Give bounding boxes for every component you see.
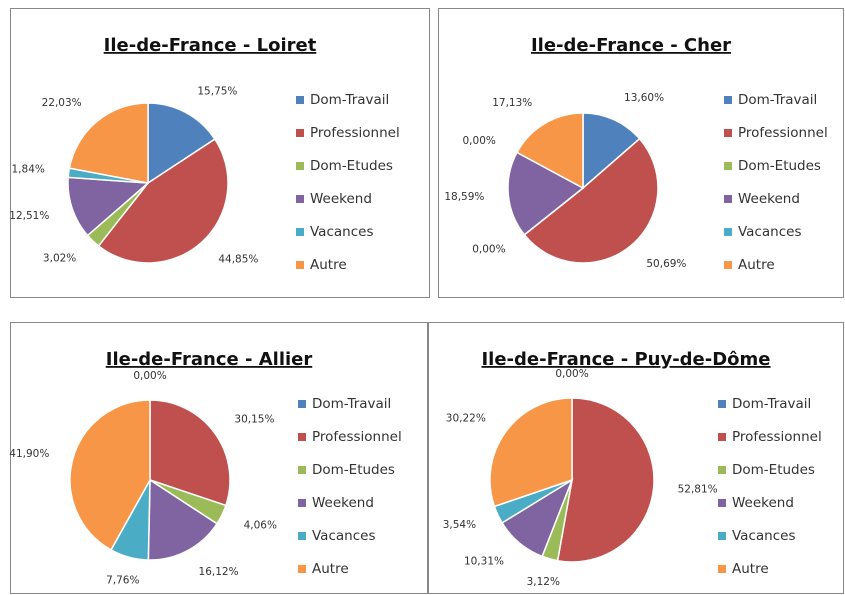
legend-swatch	[298, 400, 306, 408]
data-label: 16,12%	[199, 566, 239, 578]
legend-label: Dom-Travail	[310, 92, 389, 108]
data-label: 44,85%	[218, 254, 258, 266]
legend-label: Professionnel	[732, 429, 822, 445]
data-label: 3,54%	[443, 519, 476, 531]
data-label: 22,03%	[42, 97, 82, 109]
pie-slice	[489, 397, 573, 508]
pie-slice	[507, 151, 585, 236]
chart-title: Ile-de-France - Loiret	[104, 35, 317, 56]
legend-swatch	[298, 532, 306, 540]
data-label: 17,13%	[492, 97, 532, 109]
legend-swatch	[724, 261, 732, 269]
pie-slice	[147, 102, 216, 185]
data-label: 0,00%	[133, 370, 166, 382]
data-label: 0,00%	[472, 244, 505, 256]
data-label: 12,51%	[9, 210, 49, 222]
legend-swatch	[298, 565, 306, 573]
legend-label: Dom-Travail	[732, 396, 811, 412]
pie-slice	[67, 176, 150, 237]
data-label: 15,75%	[197, 85, 237, 97]
legend-swatch	[296, 228, 304, 236]
legend-swatch	[296, 129, 304, 137]
legend-label: Professionnel	[310, 125, 400, 141]
legend-swatch	[298, 499, 306, 507]
data-label: 7,76%	[106, 574, 139, 586]
legend-swatch	[724, 228, 732, 236]
legend-label: Dom-Travail	[312, 396, 391, 412]
legend-label: Vacances	[738, 224, 801, 240]
legend-swatch	[718, 433, 726, 441]
legend-label: Dom-Etudes	[312, 462, 395, 478]
legend-label: Autre	[732, 561, 769, 577]
data-label: 13,60%	[624, 92, 664, 104]
legend-label: Dom-Etudes	[738, 158, 821, 174]
legend-swatch	[718, 532, 726, 540]
data-label: 4,06%	[244, 519, 277, 531]
legend-swatch	[298, 466, 306, 474]
legend-label: Autre	[310, 257, 347, 273]
legend-label: Weekend	[732, 495, 794, 511]
legend-swatch	[296, 195, 304, 203]
legend-label: Vacances	[312, 528, 375, 544]
data-label: 52,81%	[678, 483, 718, 495]
pie-slice	[556, 397, 655, 563]
legend-swatch	[298, 433, 306, 441]
legend-label: Dom-Travail	[738, 92, 817, 108]
pie-slice	[69, 399, 151, 551]
legend-swatch	[296, 261, 304, 269]
data-label: 0,00%	[555, 368, 588, 380]
data-label: 18,59%	[444, 191, 484, 203]
legend-swatch	[718, 400, 726, 408]
data-label: 30,15%	[234, 413, 274, 425]
legend-swatch	[718, 565, 726, 573]
legend-label: Dom-Etudes	[732, 462, 815, 478]
pie-slice	[147, 478, 219, 561]
legend-swatch	[718, 466, 726, 474]
legend-swatch	[724, 162, 732, 170]
legend-label: Professionnel	[312, 429, 402, 445]
pie-slice	[523, 137, 659, 264]
legend-swatch	[724, 96, 732, 104]
legend-label: Vacances	[732, 528, 795, 544]
data-label: 0,00%	[463, 135, 496, 147]
pie-slice	[97, 138, 229, 264]
chart-title: Ile-de-France - Puy-de-Dôme	[481, 349, 770, 370]
legend-label: Weekend	[312, 495, 374, 511]
legend-swatch	[724, 129, 732, 137]
chart-title: Ile-de-France - Allier	[106, 349, 313, 370]
pie-slice	[68, 102, 149, 184]
data-label: 50,69%	[646, 258, 686, 270]
legend-swatch	[724, 195, 732, 203]
legend-label: Weekend	[738, 191, 800, 207]
data-label: 41,90%	[9, 448, 49, 460]
data-label: 30,22%	[446, 412, 486, 424]
chart-title: Ile-de-France - Cher	[531, 35, 731, 56]
data-label: 1,84%	[12, 164, 45, 176]
data-label: 10,31%	[464, 555, 504, 567]
pie-slice	[515, 112, 584, 190]
legend-label: Autre	[312, 561, 349, 577]
data-label: 3,12%	[527, 576, 560, 588]
legend-swatch	[296, 162, 304, 170]
legend-label: Professionnel	[738, 125, 828, 141]
legend-swatch	[296, 96, 304, 104]
legend-label: Vacances	[310, 224, 373, 240]
pie-slice	[582, 112, 641, 190]
data-label: 3,02%	[43, 252, 76, 264]
pie-slice	[149, 399, 231, 507]
legend-label: Autre	[738, 257, 775, 273]
legend-label: Dom-Etudes	[310, 158, 393, 174]
legend-swatch	[718, 499, 726, 507]
legend-label: Weekend	[310, 191, 372, 207]
